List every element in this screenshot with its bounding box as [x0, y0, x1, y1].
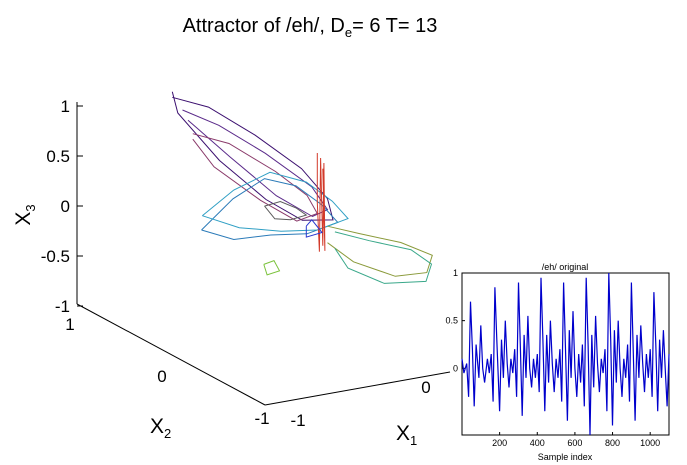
inset-ytick-label: 0	[453, 363, 458, 373]
x3-tick-label: 0	[61, 197, 70, 216]
inset-ytick-label: 0.5	[445, 316, 458, 326]
x2-axis-label: X2	[150, 415, 171, 441]
attractor-trajectory-6	[264, 200, 308, 221]
inset-ytick-label: 1	[453, 268, 458, 278]
x2-tick-label: 0	[157, 367, 166, 386]
attractor-trajectory-2	[182, 109, 329, 218]
chart-title: Attractor of /eh/, De= 6 T= 13	[183, 15, 438, 40]
inset-xtick-label: 1000	[640, 438, 660, 448]
x1-axis-label: X1	[396, 422, 417, 448]
inset-ticks: 200 400 600 800 1000 1 0.5 0	[445, 268, 660, 448]
inset-xtick-label: 200	[492, 438, 507, 448]
attractor-trajectory-1	[171, 91, 334, 221]
x2-tick-label: -1	[254, 409, 269, 428]
attractor-trajectories	[171, 91, 433, 284]
x1-axis-line	[264, 371, 451, 406]
inset-xlabel: Sample index	[538, 452, 593, 462]
attractor-trajectory-10	[263, 259, 281, 276]
inset-xtick-label: 400	[530, 438, 545, 448]
attractor-trajectory-8	[327, 225, 433, 277]
inset-waveform-line	[461, 272, 670, 436]
x3-tick-label: 1	[61, 97, 70, 116]
attractor-trajectory-9	[334, 231, 433, 284]
inset-xtick-label: 600	[567, 438, 582, 448]
x3-ticks: 1 0.5 0 -0.5 -1	[41, 97, 83, 316]
x1-tick-label: 0	[421, 378, 430, 397]
x1-tick-label: -1	[290, 411, 305, 430]
attractor-trajectory-7	[316, 153, 326, 252]
attractor-trajectory-11	[305, 219, 323, 238]
inset-title: /eh/ original	[542, 262, 589, 272]
x1-ticks: -1 0	[290, 378, 430, 430]
x2-tick-label: 1	[65, 315, 74, 334]
x3-tick-label: -1	[55, 297, 70, 316]
attractor-trajectory-4	[201, 178, 339, 241]
x3-axis-label: X3	[12, 204, 38, 225]
x2-axis-line	[76, 303, 266, 406]
x2-ticks: 1 0 -1	[65, 315, 269, 428]
attractor-trajectory-5	[201, 171, 349, 232]
inset-xtick-label: 800	[605, 438, 620, 448]
inset-plot: /eh/ original Sample index 200 400 600 800 1…	[445, 262, 670, 462]
inset-series	[461, 272, 670, 436]
x3-tick-label: 0.5	[46, 147, 70, 166]
x3-tick-label: -0.5	[41, 247, 70, 266]
